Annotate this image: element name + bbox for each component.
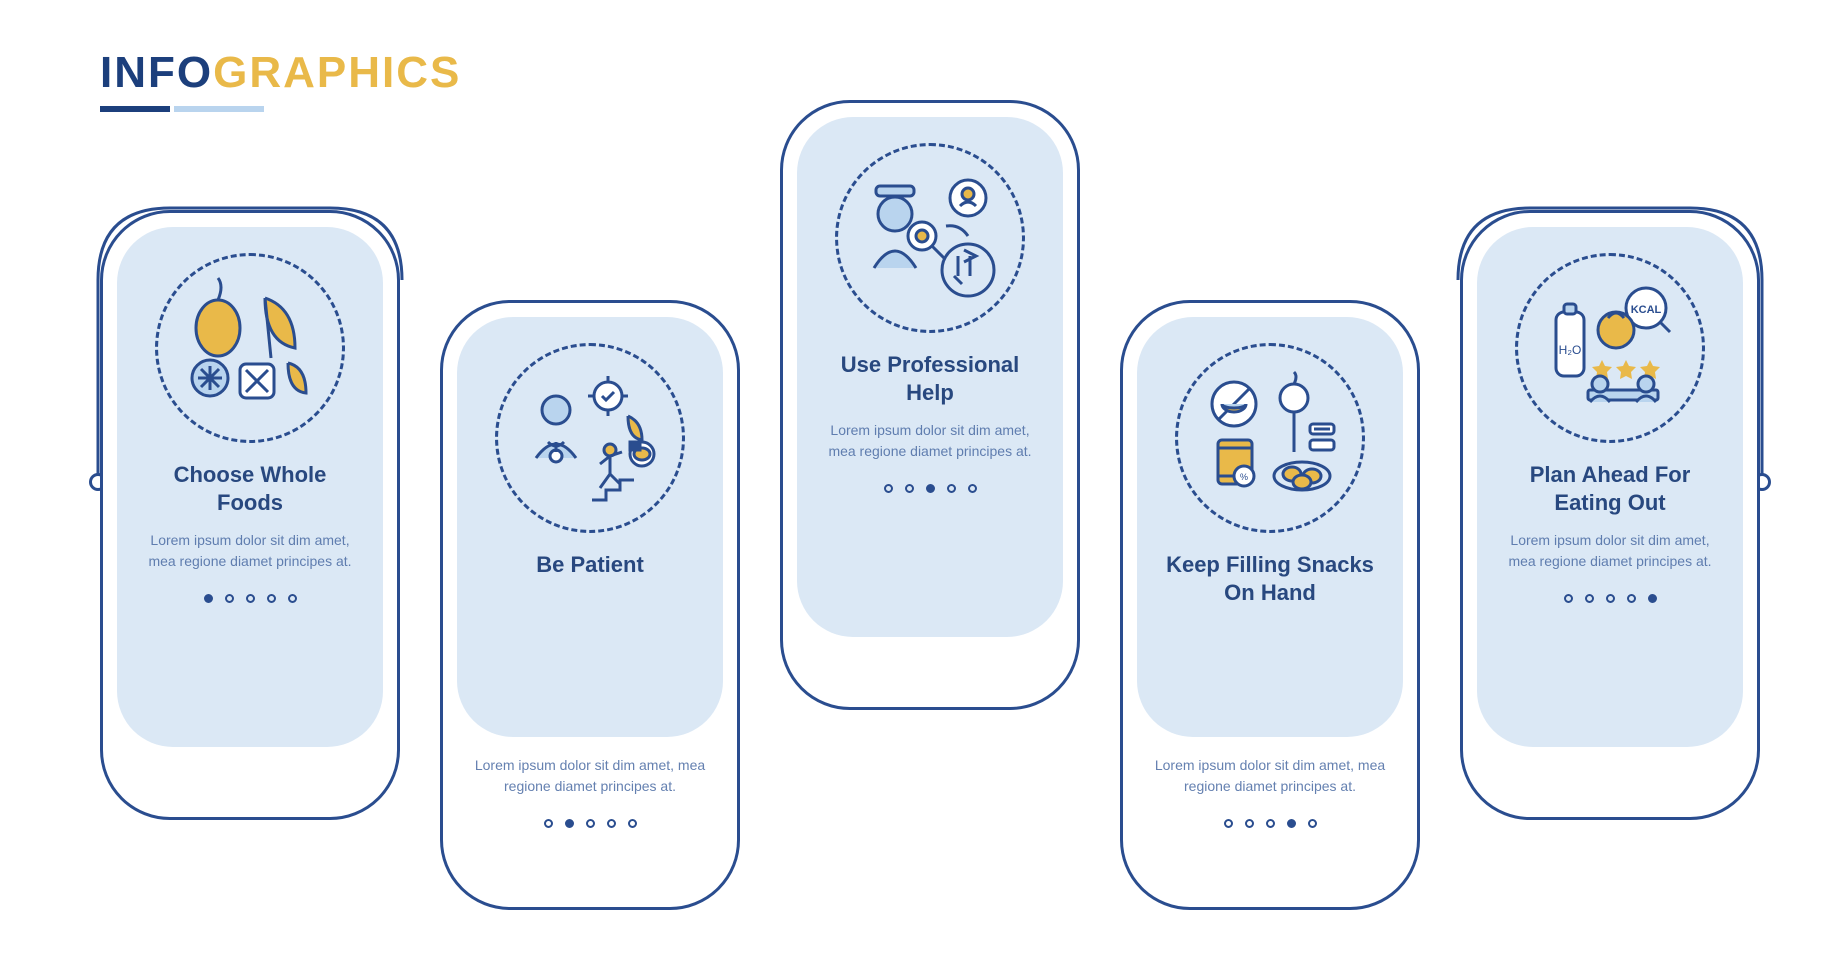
card-title: Use Professional Help: [825, 351, 1035, 406]
card-dots: [1495, 594, 1725, 603]
eating-out-icon: H₂O KCAL: [1530, 268, 1690, 428]
card-inner: Use Professional Help Lorem ipsum dolor s…: [797, 117, 1063, 637]
patient-icon: [495, 343, 685, 533]
patient-icon: [510, 358, 670, 518]
dot: [1224, 819, 1233, 828]
card-5: H₂O KCAL Plan Ahead For Eating Out Lorem …: [1460, 210, 1760, 820]
card-body: Lorem ipsum dolor sit dim amet, mea regi…: [1495, 530, 1725, 572]
card-dots: [815, 484, 1045, 493]
dot: [1245, 819, 1254, 828]
svg-text:H₂O: H₂O: [1559, 343, 1582, 357]
snacks-icon: %: [1190, 358, 1350, 518]
card-inner: Choose Whole Foods Lorem ipsum dolor sit …: [117, 227, 383, 747]
dot: [1287, 819, 1296, 828]
dot: [204, 594, 213, 603]
card-inner: Be Patient: [457, 317, 723, 737]
dot: [288, 594, 297, 603]
card-4: % Keep Filling Snacks On Hand Lorem ipsum…: [1120, 300, 1420, 910]
whole-foods-icon: [170, 268, 330, 428]
card-title: Be Patient: [485, 551, 695, 579]
dot: [225, 594, 234, 603]
card-lower: Lorem ipsum dolor sit dim amet, mea regi…: [457, 755, 723, 828]
dot: [544, 819, 553, 828]
card-dots: [457, 819, 723, 828]
dot: [905, 484, 914, 493]
card-2: Be Patient Lorem ipsum dolor sit dim amet…: [440, 300, 740, 910]
svg-text:KCAL: KCAL: [1631, 304, 1662, 316]
professional-icon: [835, 143, 1025, 333]
dot: [565, 819, 574, 828]
dot: [1606, 594, 1615, 603]
card-body: Lorem ipsum dolor sit dim amet, mea regi…: [1137, 755, 1403, 797]
eating-out-icon: H₂O KCAL: [1515, 253, 1705, 443]
dot: [1266, 819, 1275, 828]
dot: [628, 819, 637, 828]
snacks-icon: %: [1175, 343, 1365, 533]
whole-foods-icon: [155, 253, 345, 443]
title-part-1: INFO: [100, 48, 213, 97]
professional-icon: [850, 158, 1010, 318]
card-title: Choose Whole Foods: [145, 461, 355, 516]
dot: [267, 594, 276, 603]
dot: [926, 484, 935, 493]
card-3: Use Professional Help Lorem ipsum dolor s…: [780, 100, 1080, 710]
dot: [1308, 819, 1317, 828]
dot: [884, 484, 893, 493]
svg-text:%: %: [1240, 472, 1248, 482]
dot: [1627, 594, 1636, 603]
card-body: Lorem ipsum dolor sit dim amet, mea regi…: [457, 755, 723, 797]
dot: [968, 484, 977, 493]
infographic-stage: Choose Whole Foods Lorem ipsum dolor sit …: [60, 100, 1780, 920]
card-body: Lorem ipsum dolor sit dim amet, mea regi…: [815, 420, 1045, 462]
dot: [246, 594, 255, 603]
dot: [947, 484, 956, 493]
card-dots: [135, 594, 365, 603]
title-part-2: GRAPHICS: [213, 48, 461, 97]
dot: [1585, 594, 1594, 603]
card-lower: Lorem ipsum dolor sit dim amet, mea regi…: [1137, 755, 1403, 828]
dot: [607, 819, 616, 828]
card-title: Keep Filling Snacks On Hand: [1165, 551, 1375, 606]
dot: [1564, 594, 1573, 603]
card-title: Plan Ahead For Eating Out: [1505, 461, 1715, 516]
card-inner: H₂O KCAL Plan Ahead For Eating Out Lorem …: [1477, 227, 1743, 747]
dot: [1648, 594, 1657, 603]
dot: [586, 819, 595, 828]
card-body: Lorem ipsum dolor sit dim amet, mea regi…: [135, 530, 365, 572]
card-inner: % Keep Filling Snacks On Hand: [1137, 317, 1403, 737]
card-dots: [1137, 819, 1403, 828]
card-1: Choose Whole Foods Lorem ipsum dolor sit …: [100, 210, 400, 820]
